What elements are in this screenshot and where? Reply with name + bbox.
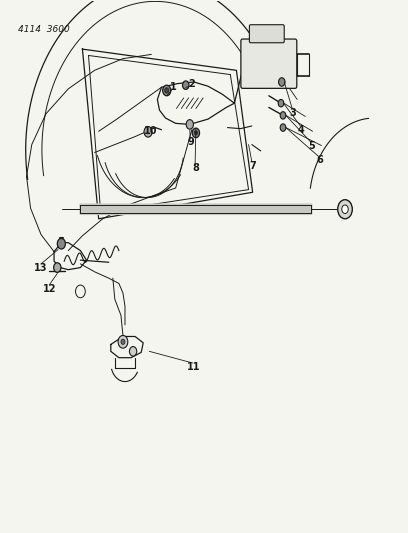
Text: 3: 3 — [290, 108, 297, 118]
Circle shape — [338, 200, 353, 219]
Circle shape — [186, 119, 193, 129]
Text: 1: 1 — [170, 82, 177, 92]
Text: 12: 12 — [43, 284, 57, 294]
Text: 4114  3600: 4114 3600 — [18, 25, 69, 34]
Circle shape — [163, 85, 171, 96]
Circle shape — [165, 88, 169, 93]
Circle shape — [342, 205, 348, 214]
Circle shape — [192, 128, 200, 138]
Circle shape — [144, 126, 152, 137]
Circle shape — [280, 112, 286, 119]
Text: 7: 7 — [249, 161, 256, 171]
FancyBboxPatch shape — [241, 39, 297, 88]
Circle shape — [118, 335, 128, 348]
FancyBboxPatch shape — [79, 204, 313, 215]
Circle shape — [57, 238, 65, 249]
Text: 4: 4 — [298, 125, 305, 135]
Circle shape — [280, 124, 286, 131]
Text: 2: 2 — [188, 78, 195, 88]
Circle shape — [194, 131, 197, 135]
Text: 6: 6 — [316, 156, 323, 165]
Circle shape — [278, 100, 284, 107]
Text: 5: 5 — [308, 141, 315, 151]
FancyBboxPatch shape — [249, 25, 284, 43]
Circle shape — [54, 263, 61, 272]
Circle shape — [279, 78, 285, 86]
Circle shape — [129, 346, 137, 356]
Circle shape — [182, 81, 189, 90]
Circle shape — [121, 339, 125, 344]
Text: 8: 8 — [193, 164, 200, 173]
Text: 10: 10 — [144, 126, 157, 136]
Text: 11: 11 — [187, 362, 201, 372]
Text: 13: 13 — [34, 263, 48, 272]
Text: 9: 9 — [188, 137, 194, 147]
